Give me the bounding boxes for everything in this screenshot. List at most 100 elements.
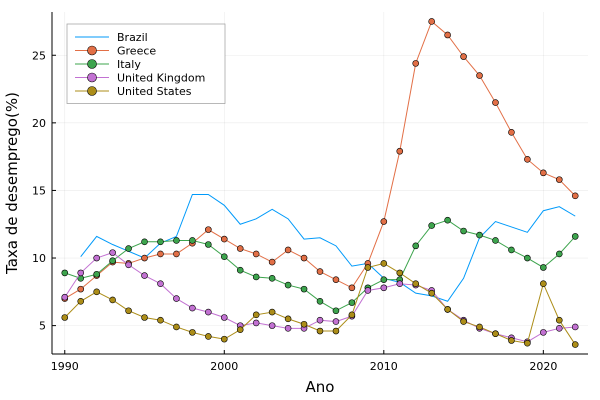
data-point (125, 261, 132, 269)
data-point (77, 297, 85, 305)
data-point (316, 327, 324, 335)
data-point (396, 147, 404, 155)
data-point (141, 314, 148, 321)
data-point (93, 270, 100, 278)
data-point (348, 299, 356, 306)
data-point (157, 250, 164, 258)
data-point (428, 222, 435, 229)
data-point (61, 293, 69, 301)
data-point (189, 329, 196, 336)
data-point (268, 322, 276, 329)
legend-item: Italy (75, 58, 141, 71)
data-point (316, 297, 324, 305)
data-point (476, 323, 483, 331)
data-point (444, 216, 451, 224)
data-point (141, 254, 148, 262)
data-point (332, 318, 340, 325)
data-point (141, 272, 148, 279)
legend-swatch-marker (87, 72, 97, 83)
data-point (444, 306, 451, 313)
data-point (412, 60, 420, 67)
data-point (316, 316, 324, 324)
data-point (252, 273, 260, 281)
data-point (492, 330, 499, 338)
data-point (508, 129, 515, 136)
data-point (540, 169, 547, 177)
data-point (284, 281, 292, 289)
data-point (173, 295, 180, 302)
data-point (205, 308, 212, 316)
data-point (380, 284, 388, 292)
data-point (157, 316, 164, 324)
data-point (555, 250, 563, 258)
data-point (396, 280, 404, 288)
series-line (80, 193, 576, 302)
data-point (300, 320, 308, 328)
data-point (364, 287, 372, 294)
data-point (380, 276, 388, 283)
data-point (205, 226, 212, 233)
data-point (157, 280, 164, 288)
data-point (189, 304, 196, 312)
data-point (492, 99, 499, 106)
data-point (189, 237, 196, 244)
legend-label: United Kingdom (117, 72, 205, 85)
data-point (524, 156, 531, 163)
data-point (220, 235, 228, 243)
data-point (109, 296, 116, 304)
data-point (332, 276, 340, 283)
data-point (252, 319, 260, 327)
legend-label: Greece (117, 45, 156, 58)
y-tick-label: 5 (39, 320, 46, 333)
legend-label: United States (117, 85, 192, 98)
data-point (220, 314, 228, 321)
data-point (205, 333, 212, 340)
data-point (173, 250, 180, 258)
data-point (460, 227, 467, 235)
tick-labels: 1990 2000 2010 2020 5 10 15 20 25 (32, 49, 557, 373)
data-point (220, 335, 228, 343)
data-point (252, 250, 260, 258)
data-point (236, 326, 244, 333)
data-point (571, 192, 579, 200)
data-point (268, 258, 276, 266)
data-point (300, 254, 308, 262)
data-point (571, 233, 579, 240)
legend-label: Brazil (117, 31, 148, 44)
data-point (157, 238, 164, 246)
x-tick-label: 2000 (210, 360, 238, 373)
series-united-states (61, 260, 579, 348)
data-point (412, 280, 420, 288)
legend-swatch-marker (87, 86, 97, 96)
data-point (332, 327, 340, 335)
data-point (348, 311, 356, 319)
x-tick-label: 2020 (529, 360, 557, 373)
data-point (252, 311, 260, 319)
data-point (540, 280, 547, 288)
axes (51, 12, 588, 355)
data-point (284, 315, 292, 323)
data-point (268, 308, 276, 316)
data-point (460, 318, 467, 325)
legend-label: Italy (117, 58, 141, 71)
legend-item: United Kingdom (75, 72, 205, 85)
data-point (93, 288, 100, 296)
data-point (109, 257, 116, 265)
data-point (396, 269, 404, 277)
data-point (476, 72, 483, 79)
data-point (380, 260, 388, 267)
x-axis-title: Ano (306, 378, 335, 396)
data-point (61, 314, 69, 321)
data-point (364, 264, 372, 271)
data-point (93, 254, 100, 262)
y-tick-label: 10 (32, 252, 46, 265)
data-point (332, 307, 340, 315)
data-point (555, 176, 563, 183)
data-point (77, 285, 85, 293)
y-tick-label: 25 (32, 49, 46, 62)
legend-swatch-marker (87, 59, 97, 69)
data-point (173, 237, 180, 244)
data-point (109, 249, 116, 256)
legend-item: Brazil (75, 31, 148, 44)
